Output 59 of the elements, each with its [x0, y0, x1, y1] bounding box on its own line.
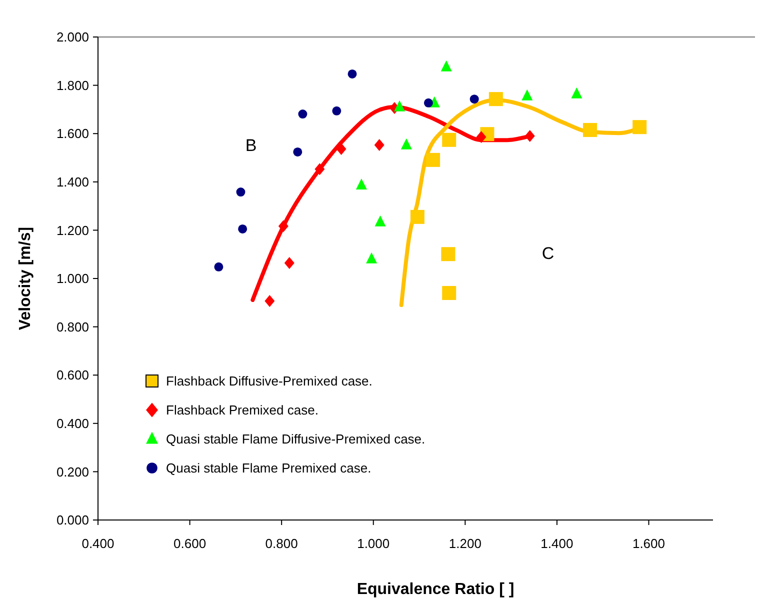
point: [442, 286, 456, 300]
y-tick-label: 0.800: [56, 319, 89, 334]
point: [426, 152, 440, 167]
point: [400, 138, 412, 150]
y-tick-label: 1.800: [56, 78, 89, 93]
point: [410, 210, 424, 224]
x-tick-label: 0.800: [265, 536, 298, 551]
point: [374, 215, 386, 226]
y-tick-label: 0.400: [56, 416, 89, 431]
point: [583, 122, 597, 137]
y-tick-label: 2.000: [56, 30, 89, 45]
point: [214, 262, 224, 272]
annotation: C: [542, 244, 554, 263]
point: [441, 247, 456, 262]
point: [374, 138, 384, 151]
y-tick-label: 1.200: [56, 222, 89, 238]
point: [571, 87, 582, 98]
point: [470, 94, 479, 104]
point: [236, 188, 246, 197]
point: [298, 110, 308, 119]
point: [476, 130, 486, 143]
point: [522, 89, 533, 100]
point: [336, 143, 346, 156]
annotation: B: [245, 136, 257, 155]
x-axis-title: Equivalence Ratio [ ]: [356, 581, 514, 598]
x-tick-label: 1.400: [540, 536, 574, 551]
point: [394, 100, 406, 112]
point: [284, 257, 294, 270]
point: [332, 106, 342, 116]
y-tick-label: 1.000: [56, 271, 89, 286]
point: [524, 130, 535, 142]
x-tick-label: 0.400: [82, 536, 114, 551]
point: [488, 92, 503, 106]
point: [293, 147, 302, 156]
y-tick-label: 1.600: [56, 126, 89, 142]
point: [632, 120, 647, 134]
y-tick-label: 0.000: [56, 512, 89, 528]
point: [278, 220, 288, 232]
point: [442, 132, 456, 147]
x-tick-label: 1.600: [632, 536, 666, 551]
legend-label: Quasi stable Flame Diffusive-Premixed case.: [166, 432, 426, 447]
x-tick-label: 1.200: [448, 536, 482, 551]
point: [238, 224, 248, 234]
y-tick-label: 0.600: [56, 368, 89, 383]
legend-label: Flashback Premixed case.: [166, 402, 318, 418]
point: [424, 98, 433, 108]
point: [440, 60, 452, 72]
x-tick-label: 1.000: [357, 536, 390, 551]
legend-label: Flashback Diffusive-Premixed case.: [166, 374, 372, 389]
point: [356, 178, 367, 190]
point: [348, 69, 357, 78]
point: [314, 163, 325, 176]
legend-label: Quasi stable Flame Premixed case.: [166, 460, 372, 476]
x-tick-label: 0.600: [174, 536, 206, 551]
point: [366, 252, 378, 264]
y-axis-title: Velocity [m/s]: [17, 226, 34, 330]
y-tick-label: 0.200: [56, 464, 89, 480]
y-tick-label: 1.400: [56, 174, 89, 190]
point: [264, 294, 275, 307]
